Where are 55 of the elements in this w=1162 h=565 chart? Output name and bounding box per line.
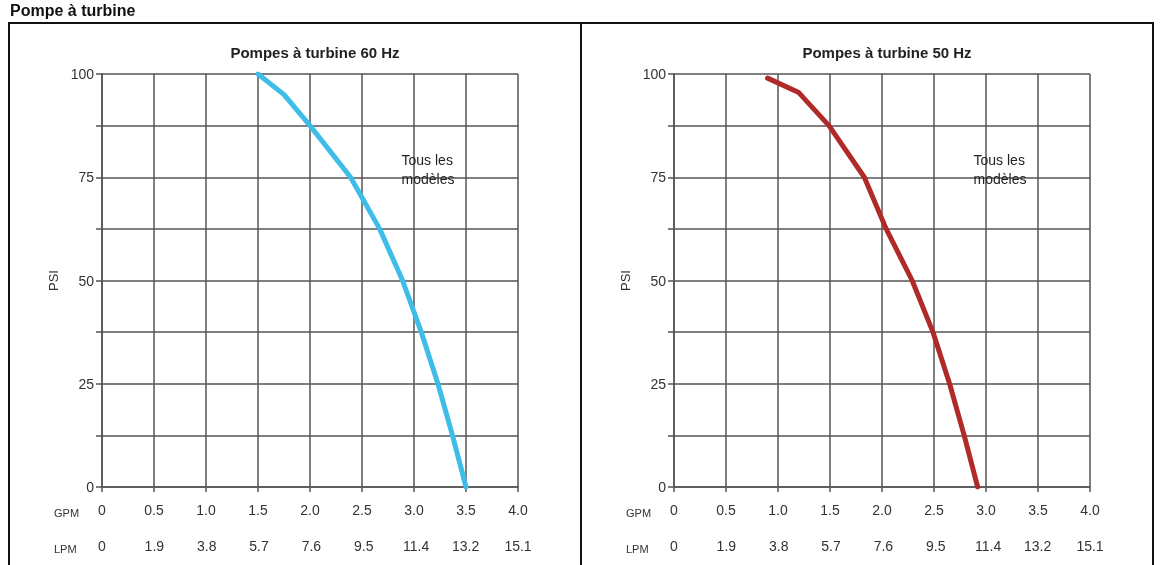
x-tick-label: 3.5 [456, 502, 476, 518]
x-tick-label: 1.0 [196, 502, 216, 518]
x2-tick-label: 1.9 [716, 538, 737, 554]
x2-tick-label: 13.2 [1024, 538, 1052, 554]
x-tick-label: 3.0 [976, 502, 996, 518]
x2-tick-label: 3.8 [768, 538, 789, 554]
x2-tick-label: 9.5 [925, 538, 946, 554]
x-tick-label: 2.0 [872, 502, 892, 518]
y-tick-label: 0 [658, 479, 667, 495]
x2-tick-label: 3.8 [196, 538, 217, 554]
x-tick-label: 1.5 [820, 502, 840, 518]
x2-tick-label: 13.2 [452, 538, 480, 554]
y-axis-title: PSI [617, 270, 633, 291]
x2-tick-label: 7.6 [873, 538, 894, 554]
x2-tick-label: 9.5 [353, 538, 374, 554]
x2-tick-label: 5.7 [821, 538, 841, 554]
x-tick-label: 1.5 [248, 502, 268, 518]
x2-tick-label: 15.1 [1076, 538, 1104, 554]
y-tick-label: 75 [650, 169, 667, 186]
x2-tick-label: 0 [670, 538, 679, 554]
x-tick-label: 0.5 [716, 502, 736, 518]
y-tick-label: 100 [70, 66, 95, 82]
x-tick-label: 2.5 [352, 502, 372, 518]
x2-tick-label: 11.4 [974, 538, 1002, 554]
x2-axis-title: LPM [626, 542, 649, 555]
x-axis-title: GPM [54, 506, 80, 519]
x2-tick-label: 11.4 [402, 538, 430, 554]
y-tick-label: 25 [650, 375, 667, 392]
x-tick-label: 3.5 [1028, 502, 1048, 518]
x-tick-label: 4.0 [1080, 502, 1100, 518]
x2-tick-label: 5.7 [249, 538, 269, 554]
x-tick-label: 0.5 [144, 502, 164, 518]
y-axis-title: PSI [45, 270, 61, 291]
y-tick-label: 0 [86, 479, 95, 495]
chart-title: Pompes à turbine 50 Hz [802, 44, 972, 61]
x-tick-label: 0 [98, 502, 107, 518]
x-tick-label: 3.0 [404, 502, 424, 518]
x2-tick-label: 15.1 [504, 538, 532, 554]
text: Pompe à turbine [10, 2, 136, 19]
x2-tick-label: 7.6 [301, 538, 322, 554]
y-tick-label: 75 [78, 169, 95, 186]
x2-axis-title: LPM [54, 542, 77, 555]
x-tick-label: 1.0 [768, 502, 788, 518]
x-tick-label: 0 [670, 502, 679, 518]
x2-tick-label: 0 [98, 538, 107, 554]
y-tick-label: 25 [78, 375, 95, 392]
x-tick-label: 2.5 [924, 502, 944, 518]
x-tick-label: 2.0 [300, 502, 320, 518]
y-tick-label: 50 [650, 272, 667, 289]
chart-title: Pompes à turbine 60 Hz [230, 44, 400, 61]
y-tick-label: 50 [78, 272, 95, 289]
y-tick-label: 100 [642, 66, 667, 82]
x-tick-label: 4.0 [508, 502, 528, 518]
x2-tick-label: 1.9 [144, 538, 165, 554]
x-axis-title: GPM [626, 506, 652, 519]
